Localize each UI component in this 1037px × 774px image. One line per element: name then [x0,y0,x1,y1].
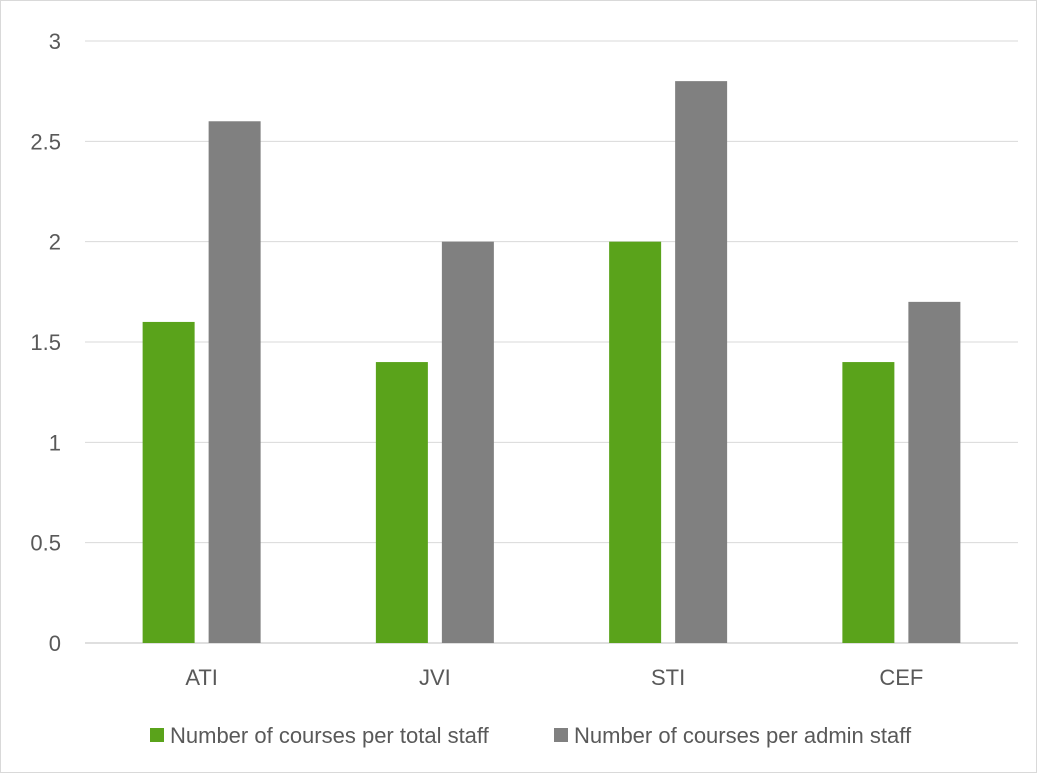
y-tick-label: 2.5 [30,129,61,154]
x-axis-ticks: ATI JVI STI CEF [185,665,923,690]
bar-cef-series-2 [908,301,961,643]
y-axis-ticks: 0 0.5 1 1.5 2 2.5 3 [30,29,61,656]
legend-swatch [150,728,164,742]
bar-sti-series-2 [675,81,728,644]
x-tick-label: JVI [419,665,451,690]
bar-cef-series-1 [842,362,895,643]
y-tick-label: 3 [49,29,61,54]
legend-label: Number of courses per admin staff [574,723,912,748]
bar-sti-series-1 [609,241,662,643]
x-tick-label: CEF [879,665,923,690]
bar-jvi-series-1 [375,362,428,643]
bar-ati-series-2 [208,121,261,644]
legend: Number of courses per total staff Number … [150,723,912,748]
y-tick-label: 1.5 [30,330,61,355]
y-tick-label: 1 [49,430,61,455]
legend-swatch [554,728,568,742]
y-tick-label: 2 [49,230,61,255]
bars [142,81,961,644]
bar-ati-series-1 [142,321,195,643]
x-tick-label: ATI [185,665,218,690]
y-tick-label: 0 [49,631,61,656]
y-tick-label: 0.5 [30,531,61,556]
bar-jvi-series-2 [441,241,494,643]
legend-label: Number of courses per total staff [170,723,490,748]
x-tick-label: STI [651,665,685,690]
